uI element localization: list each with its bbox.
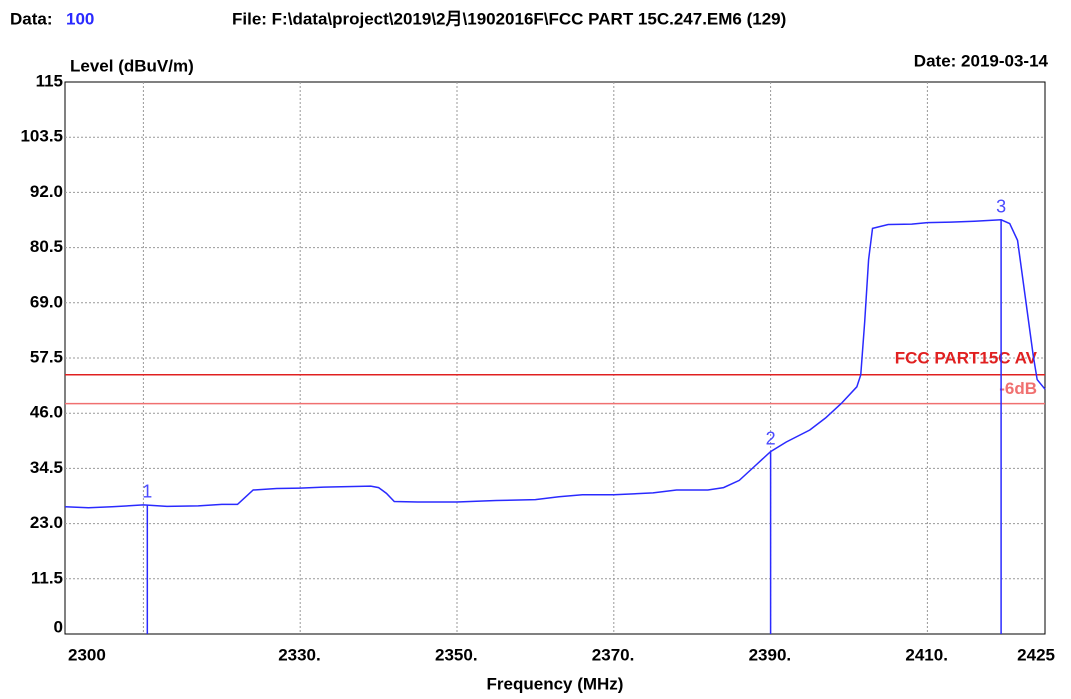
y-tick-label: 57.5 <box>30 347 63 366</box>
y-tick-label: 23.0 <box>30 513 63 532</box>
limit-label: -6dB <box>999 379 1037 398</box>
y-tick-label: 92.0 <box>30 182 63 201</box>
x-axis-label: Frequency (MHz) <box>487 674 624 693</box>
x-tick-label: 2390. <box>749 645 792 664</box>
x-tick-label: 2350. <box>435 645 478 664</box>
y-tick-label: 11.5 <box>31 568 63 587</box>
date: Date: 2019-03-14 <box>914 51 1049 70</box>
file-name: File: F:\data\project\2019\2月\1902016F\F… <box>232 9 786 28</box>
x-tick-label: 2370. <box>592 645 635 664</box>
marker-label: 2 <box>766 428 776 448</box>
y-tick-label: 80.5 <box>30 237 63 256</box>
y-tick-label: 0 <box>54 617 63 636</box>
data-number: 100 <box>66 9 94 28</box>
y-axis-label: Level (dBuV/m) <box>70 56 194 75</box>
data-label: Data: <box>10 9 53 28</box>
y-tick-label: 115 <box>36 71 63 90</box>
y-tick-label: 69.0 <box>30 292 63 311</box>
marker-label: 3 <box>996 197 1006 217</box>
y-tick-label: 46.0 <box>30 403 63 422</box>
limit-label: FCC PART15C AV <box>895 348 1038 367</box>
x-tick-label: 2330. <box>278 645 321 664</box>
trace <box>64 219 1046 509</box>
marker-label: 1 <box>142 482 152 502</box>
y-tick-label: 34.5 <box>30 458 63 477</box>
y-tick-label: 103.5 <box>20 127 63 146</box>
x-tick-label: 2425 <box>1017 645 1055 664</box>
x-tick-label: 2300 <box>68 645 106 664</box>
x-tick-label: 2410. <box>905 645 948 664</box>
